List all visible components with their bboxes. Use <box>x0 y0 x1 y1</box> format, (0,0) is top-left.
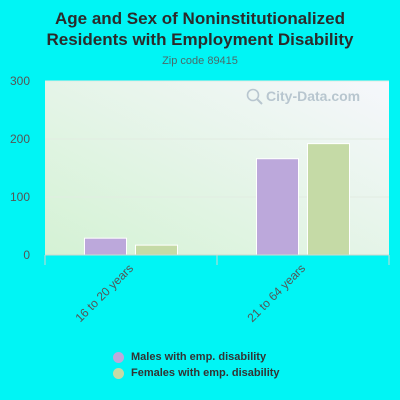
legend-item-females: Females with emp. disability <box>113 365 280 381</box>
legend-label-males: Males with emp. disability <box>131 351 267 363</box>
legend-label-females: Females with emp. disability <box>131 367 280 379</box>
watermark: City-Data.com <box>246 88 360 105</box>
y-tick-label: 300 <box>10 74 30 88</box>
y-tick-label: 0 <box>23 248 30 262</box>
y-tick-label: 200 <box>10 132 30 146</box>
chart-title-line-1: Age and Sex of Noninstitutionalized <box>55 9 345 28</box>
y-axis: 0 100 200 300 <box>10 74 30 262</box>
bar-females <box>135 244 178 256</box>
chart-title-line-2: Residents with Employment Disability <box>46 30 354 49</box>
bar-males <box>256 158 299 256</box>
chart-subtitle: Zip code 89415 <box>162 55 238 67</box>
legend-swatch-males <box>113 351 124 363</box>
x-tick-label: 16 to 20 years <box>72 261 136 325</box>
watermark-text: City-Data.com <box>266 88 360 104</box>
legend-item-males: Males with emp. disability <box>113 349 280 365</box>
y-tick-label: 100 <box>10 190 30 204</box>
bars <box>84 143 350 256</box>
chart-title: Age and Sex of Noninstitutionalized Resi… <box>0 8 400 50</box>
bar-males <box>84 237 127 256</box>
x-axis: 16 to 20 years 21 to 64 years <box>44 254 390 325</box>
x-tick-label: 21 to 64 years <box>244 261 308 325</box>
legend: Males with emp. disability Females with … <box>113 349 280 381</box>
magnifier-icon <box>246 88 263 105</box>
bar-females <box>307 143 350 256</box>
legend-swatch-females <box>113 367 124 379</box>
